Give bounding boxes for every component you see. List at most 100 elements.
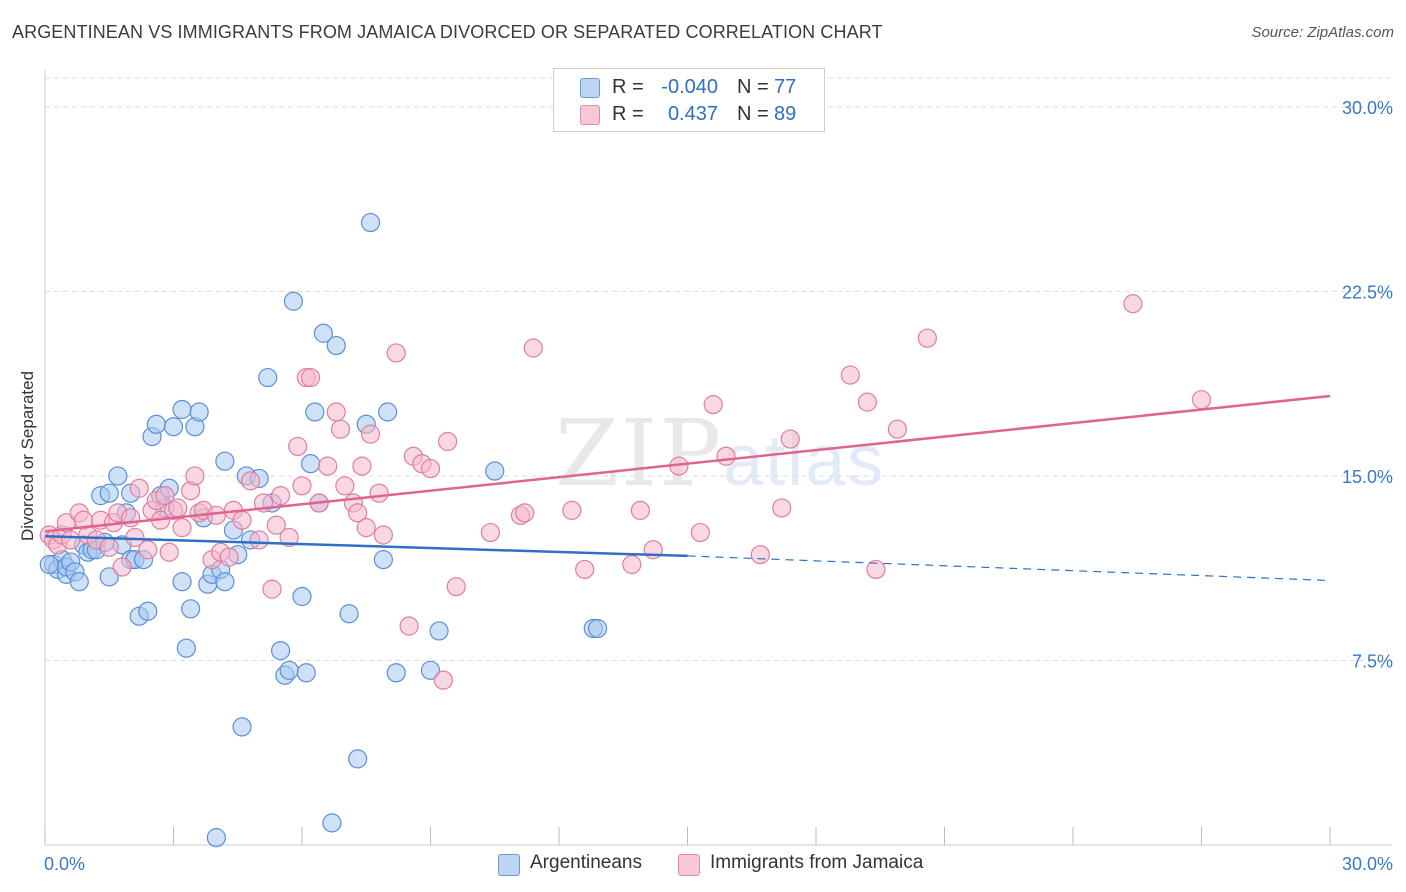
jamaica-point xyxy=(288,436,308,457)
r-label: R = xyxy=(612,103,644,125)
source-label: Source: ZipAtlas.com xyxy=(1251,24,1394,41)
series-legend: Argentineans Immigrants from Jamaica xyxy=(0,852,1406,878)
chart-title: ARGENTINEAN VS IMMIGRANTS FROM JAMAICA D… xyxy=(12,22,883,42)
argentineans-point xyxy=(296,663,316,683)
argentineans-point xyxy=(172,572,192,592)
jamaica-point xyxy=(112,557,132,577)
jamaica-point xyxy=(780,429,800,449)
argentineans-point xyxy=(485,461,505,481)
jamaica-point xyxy=(159,542,179,562)
jamaica-point xyxy=(138,540,158,560)
r-value: 0.437 xyxy=(667,103,718,125)
jamaica-point xyxy=(219,547,239,567)
n-value: 89 xyxy=(774,103,797,125)
watermark-zip: ZIP xyxy=(555,400,724,507)
argentineans-point xyxy=(373,550,393,570)
jamaica-point xyxy=(241,471,261,491)
jamaica-point xyxy=(420,458,441,479)
jamaica-point xyxy=(562,500,582,520)
argentineans-point xyxy=(420,660,441,680)
jamaica-point xyxy=(318,456,338,476)
pink-swatch xyxy=(678,854,700,876)
jamaica-point xyxy=(690,522,710,543)
jamaica-point xyxy=(857,392,878,412)
jamaica-point xyxy=(99,537,119,557)
jamaica-point xyxy=(369,483,389,503)
jamaica-point xyxy=(266,515,286,535)
jamaica-point xyxy=(433,670,453,690)
argentineans-point xyxy=(587,618,608,639)
argentineans-trendline-extension xyxy=(687,555,1331,582)
argentineans-point xyxy=(326,335,346,356)
jamaica-point xyxy=(172,518,192,538)
argentineans-point xyxy=(99,567,119,587)
jamaica-point xyxy=(386,343,406,363)
argentineans-point xyxy=(313,323,334,343)
pink-swatch xyxy=(580,105,600,125)
jamaica-point xyxy=(716,446,736,466)
jamaica-point xyxy=(446,577,466,597)
jamaica-point xyxy=(155,486,175,506)
jamaica-point xyxy=(292,476,312,496)
jamaica-point xyxy=(348,503,368,523)
jamaica-point xyxy=(399,616,419,636)
n-label: N = xyxy=(737,103,769,125)
argentineans-point xyxy=(360,212,381,233)
jamaica-point xyxy=(438,431,458,452)
jamaica-point xyxy=(168,498,188,518)
legend-label: Immigrants from Jamaica xyxy=(710,852,924,873)
argentineans-point xyxy=(232,717,252,737)
jamaica-point xyxy=(622,554,642,575)
jamaica-point xyxy=(356,518,376,538)
jamaica-point xyxy=(185,466,205,486)
y-tick-label: 15.0% xyxy=(1342,467,1393,487)
jamaica-point xyxy=(61,530,81,550)
argentineans-point xyxy=(283,291,304,311)
argentineans-point xyxy=(39,554,59,575)
x-tick-label-max: 30.0% xyxy=(1342,854,1393,874)
argentineans-point xyxy=(258,367,278,388)
argentineans-point xyxy=(69,572,89,592)
argentineans-point xyxy=(138,601,158,621)
jamaica-point xyxy=(1191,390,1212,410)
jamaica-point xyxy=(575,559,595,580)
watermark-atlas: atlas xyxy=(723,421,886,501)
argentineans-point xyxy=(305,402,325,422)
jamaica-point xyxy=(335,476,355,496)
jamaica-point xyxy=(750,545,770,565)
argentineans-point xyxy=(378,402,398,422)
jamaica-point xyxy=(232,510,252,530)
argentineans-point xyxy=(189,402,209,422)
argentineans-point xyxy=(300,454,321,474)
jamaica-point xyxy=(249,530,269,550)
argentineans-point xyxy=(215,572,235,592)
y-tick-label: 22.5% xyxy=(1342,282,1393,302)
jamaica-point xyxy=(373,525,393,545)
argentineans-point xyxy=(348,749,368,769)
argentineans-point xyxy=(99,483,119,503)
watermark: ZIPatlas xyxy=(555,400,885,507)
stats-row-argentineans: R = -0.040 N = 77 xyxy=(554,73,824,101)
argentineans-point xyxy=(172,399,192,420)
argentineans-point xyxy=(181,599,201,619)
jamaica-point xyxy=(703,395,723,415)
y-tick-label: 7.5% xyxy=(1352,651,1393,671)
jamaica-point xyxy=(206,505,226,525)
stats-row-jamaica: R = 0.437 N = 89 xyxy=(554,100,824,128)
jamaica-point xyxy=(300,367,321,388)
jamaica-point xyxy=(917,328,937,348)
argentineans-point xyxy=(163,417,184,437)
x-tick-label-min: 0.0% xyxy=(44,854,85,874)
argentineans-point xyxy=(176,638,196,658)
blue-swatch xyxy=(498,854,520,876)
jamaica-point xyxy=(515,503,535,523)
jamaica-point xyxy=(772,498,792,518)
jamaica-point xyxy=(330,419,351,439)
stats-legend: R = -0.040 N = 77 R = 0.437 N = 89 xyxy=(553,68,825,132)
jamaica-point xyxy=(279,527,299,548)
argentineans-point xyxy=(146,414,166,434)
n-value: 77 xyxy=(774,76,797,98)
jamaica-trendline xyxy=(44,394,1331,533)
jamaica-point xyxy=(480,522,501,543)
